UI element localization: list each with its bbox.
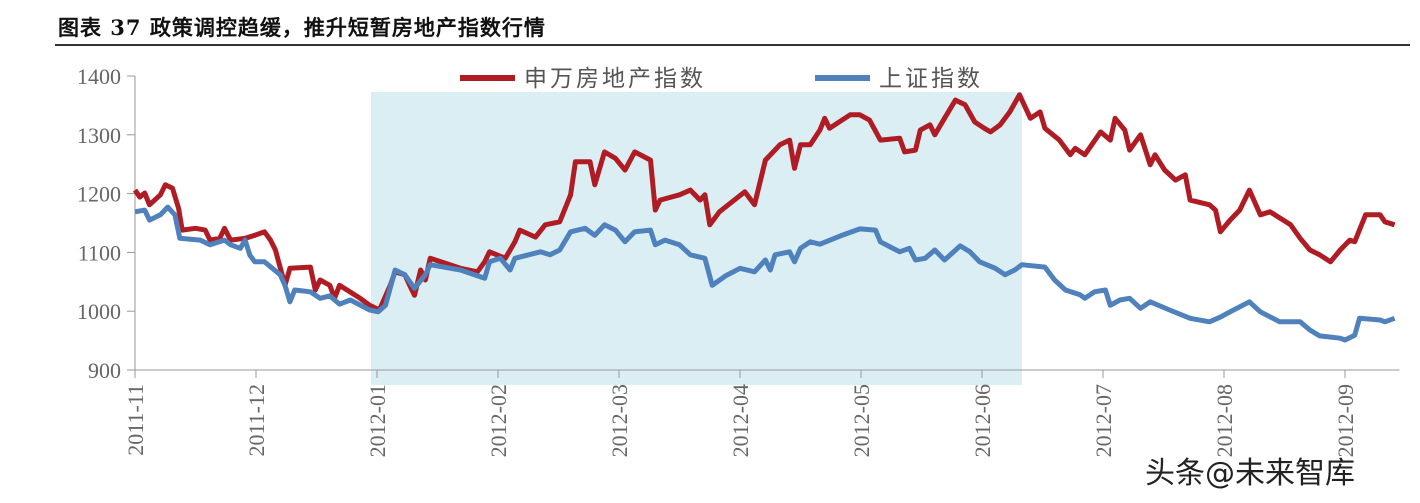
x-tick-label: 2012-03 <box>607 384 632 457</box>
legend-label: 上证指数 <box>879 66 983 92</box>
watermark: 头条@未来智库 <box>1145 456 1355 491</box>
title-divider <box>55 44 1410 46</box>
y-tick-label: 1200 <box>77 182 121 207</box>
y-tick-label: 1400 <box>77 64 121 89</box>
x-tick-label: 2012-05 <box>849 384 874 457</box>
y-tick-label: 1300 <box>77 123 121 148</box>
x-tick-label: 2012-01 <box>365 384 390 457</box>
x-tick-label: 2011-12 <box>244 384 269 457</box>
policy-easing-shaded-period <box>370 92 1022 385</box>
x-tick-label: 2012-06 <box>970 384 995 457</box>
y-tick-label: 1100 <box>78 240 121 265</box>
x-tick-label: 2012-02 <box>486 384 511 457</box>
x-tick-label: 2012-08 <box>1212 384 1237 457</box>
x-tick-label: 2012-04 <box>728 384 753 457</box>
series-line-sw-real-estate <box>132 92 1396 313</box>
x-tick-label: 2011-11 <box>123 384 148 456</box>
y-tick-label: 900 <box>88 358 121 383</box>
x-tick-label: 2012-07 <box>1091 384 1116 457</box>
figure-title: 图表 37 政策调控趋缓，推升短暂房地产指数行情 <box>58 15 546 40</box>
y-tick-label: 1000 <box>77 299 121 324</box>
x-tick-label: 2012-09 <box>1333 384 1358 457</box>
legend-label: 申万房地产指数 <box>524 66 706 92</box>
series-line-shanghai-composite <box>134 204 1396 343</box>
